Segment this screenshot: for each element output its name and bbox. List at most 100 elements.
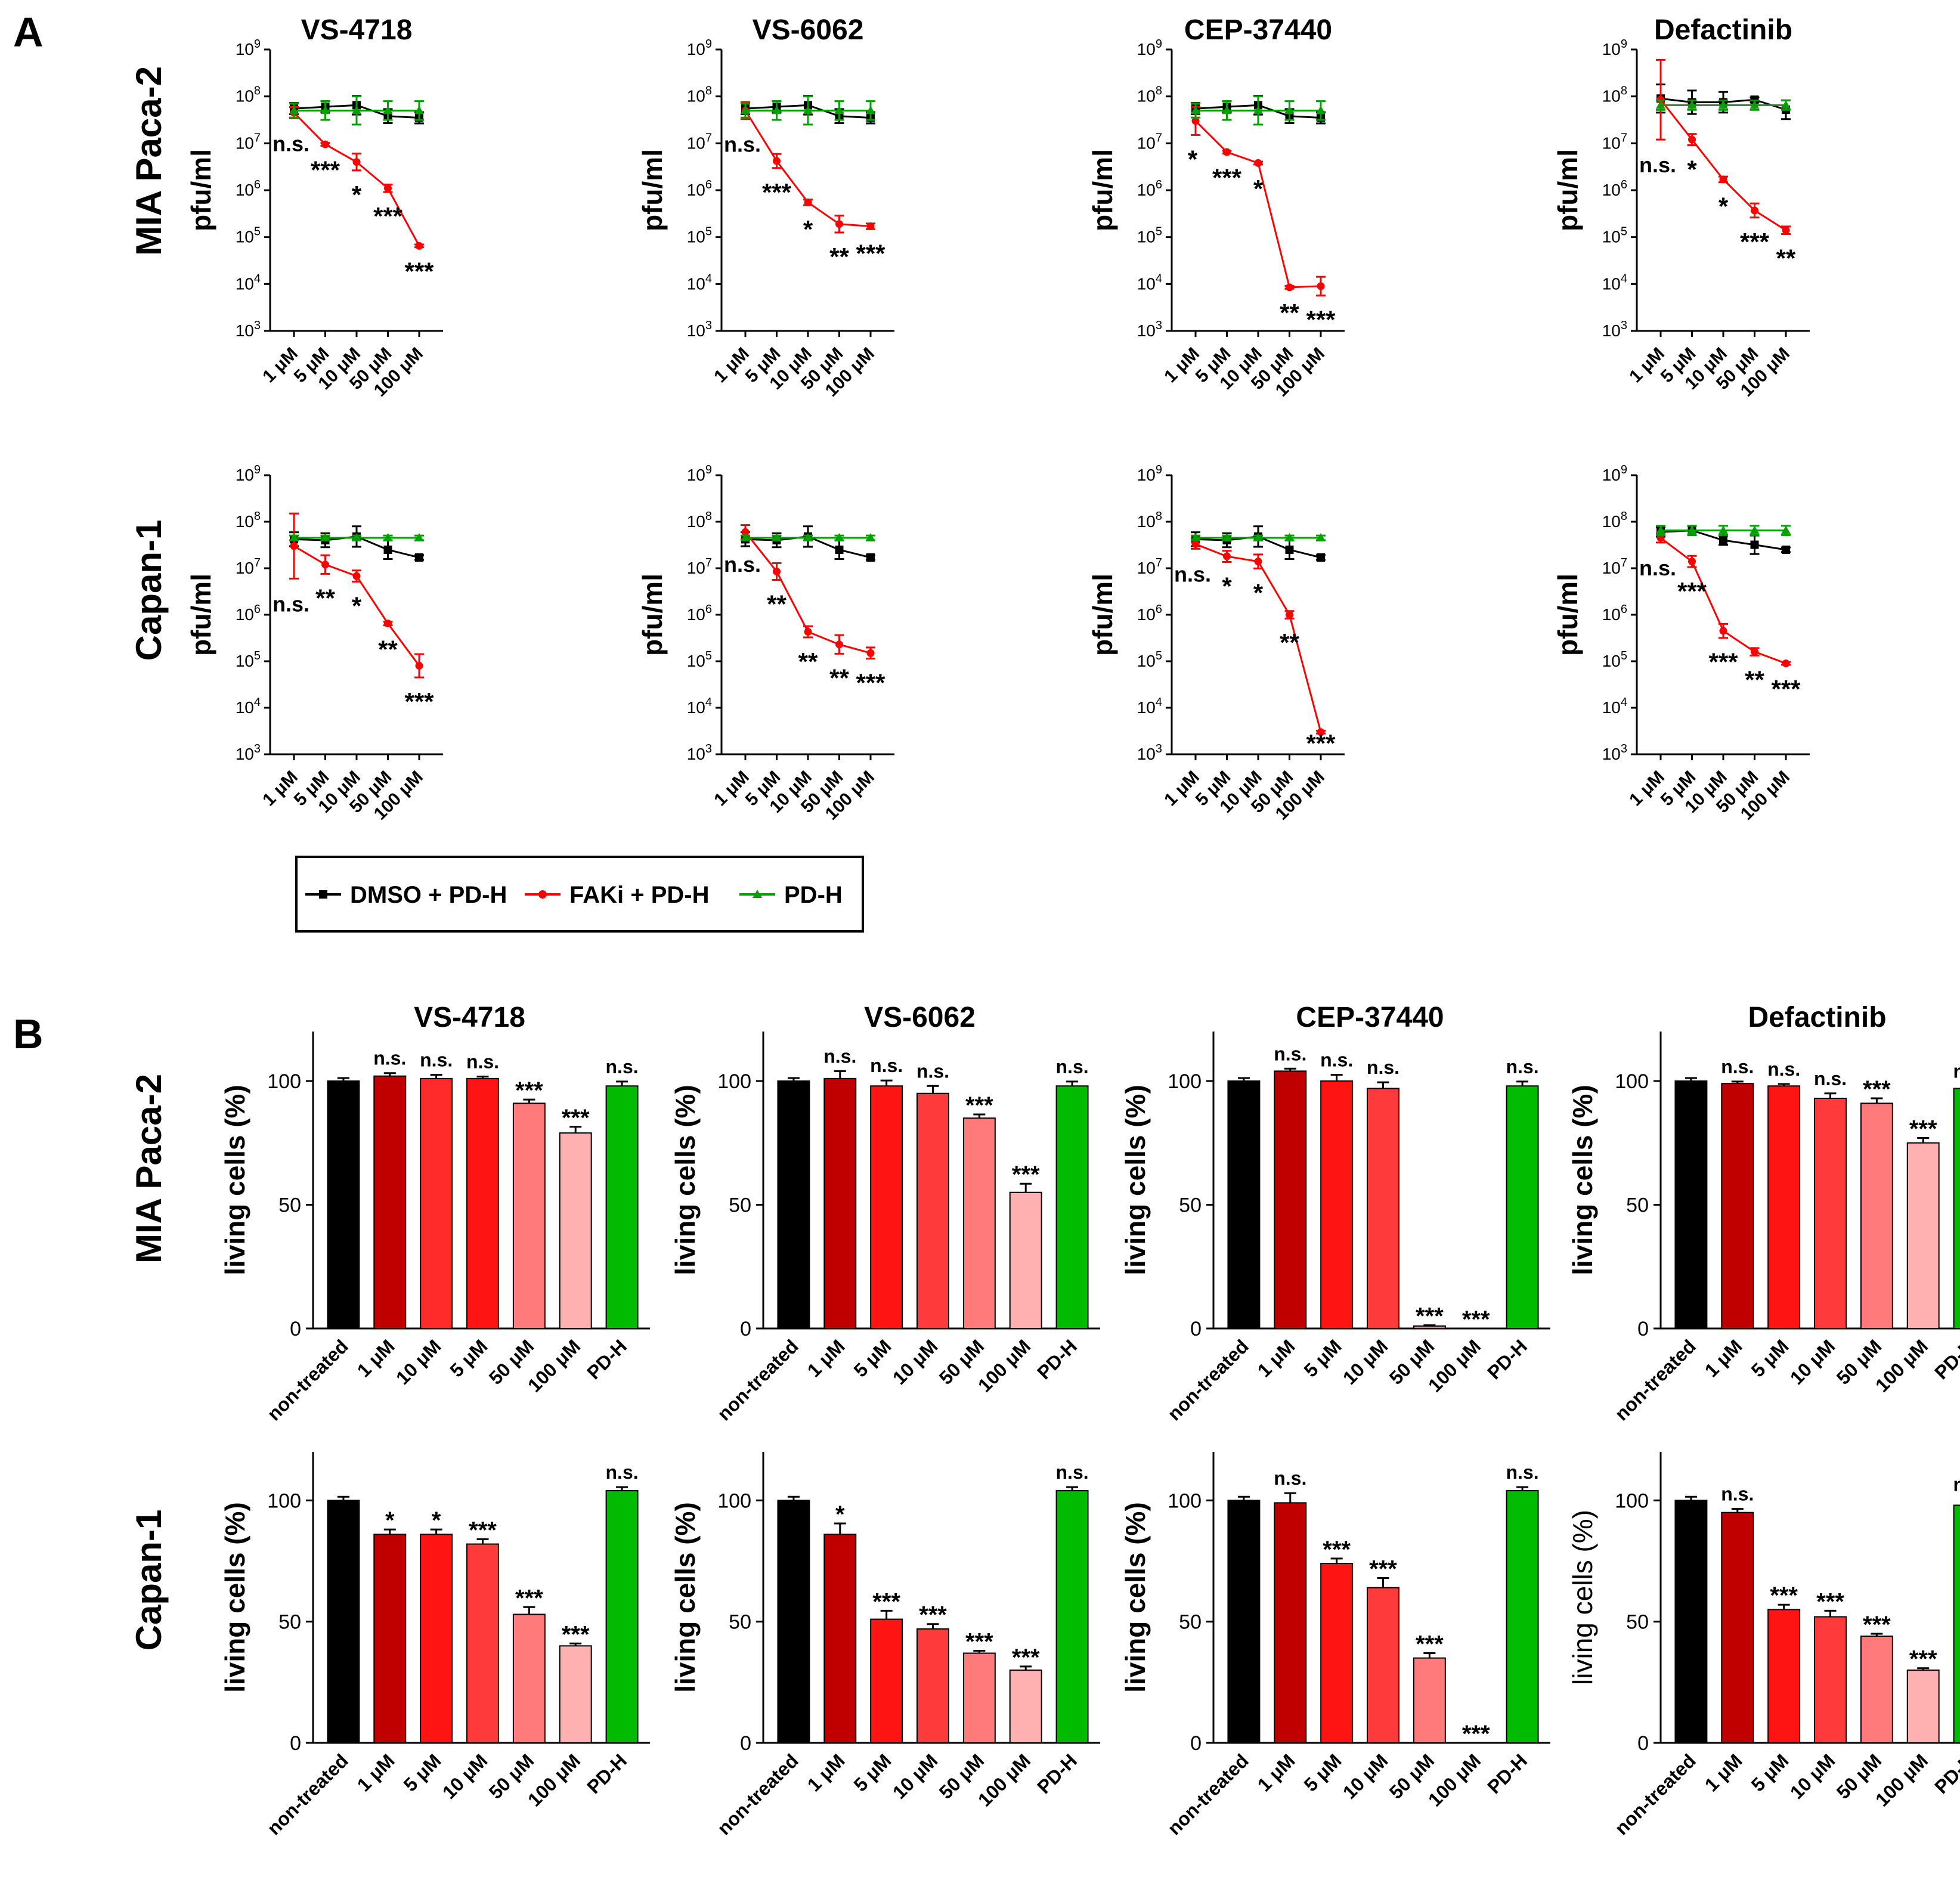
bar <box>466 1077 499 1329</box>
x-tick-label: 10 μM <box>888 1335 942 1389</box>
bar <box>1055 1085 1089 1330</box>
y-tick-label: 105 <box>687 649 712 670</box>
x-tick-label: non-treated <box>1611 1749 1700 1839</box>
data-point <box>1191 106 1200 114</box>
significance-label: n.s. <box>466 1051 499 1073</box>
y-axis-label: pfu/ml <box>185 149 216 231</box>
significance-label: *** <box>1306 729 1336 757</box>
y-tick-label: 0 <box>740 1318 751 1340</box>
significance-label: *** <box>1863 1612 1891 1638</box>
significance-label: n.s. <box>1274 1043 1306 1064</box>
data-point <box>1254 159 1262 167</box>
x-tick-label: PD-H <box>1930 1749 1960 1798</box>
bar <box>420 1077 453 1329</box>
significance-label: *** <box>762 178 792 206</box>
data-point <box>1719 627 1727 635</box>
significance-label: ** <box>1776 244 1796 272</box>
y-axis-label: living cells (%) <box>670 1502 701 1693</box>
x-tick-label: 100 μM <box>1871 1335 1932 1396</box>
series-pd-h <box>1656 525 1791 536</box>
data-point <box>1751 648 1758 656</box>
y-tick-label: 100 <box>267 1489 301 1512</box>
bar-chart-capan-1-cep-37440: living cells (%) 0 50 100 non-treated n.s. 1 μ… <box>1120 1452 1550 1839</box>
data-point <box>1316 106 1326 114</box>
data-point <box>352 533 361 542</box>
x-tick-label: PD-H <box>1930 1335 1960 1383</box>
significance-label: *** <box>404 258 434 286</box>
significance-label: * <box>803 215 813 243</box>
significance-label: n.s. <box>916 1060 949 1082</box>
data-point <box>1750 540 1759 549</box>
x-tick-label: 1 μM <box>1701 1335 1747 1381</box>
bar <box>1506 1490 1539 1743</box>
data-point <box>741 106 750 114</box>
bar <box>1320 1080 1354 1329</box>
data-point <box>1688 558 1696 566</box>
x-tick-label: 1 μM <box>1625 767 1668 810</box>
x-tick-label: 100 μM <box>974 1335 1035 1396</box>
significance-label: *** <box>1323 1537 1351 1563</box>
row-label-mia-paca-2-b: MIA Paca-2 <box>129 1074 169 1263</box>
data-point <box>1719 525 1728 534</box>
bar <box>870 1085 903 1330</box>
significance-label: * <box>352 181 362 209</box>
x-tick-label: 1 μM <box>1160 767 1203 810</box>
y-axis-label: pfu/ml <box>637 149 668 231</box>
series-faki-pd-h <box>289 512 424 679</box>
y-tick-label: 50 <box>729 1611 751 1634</box>
y-tick-label: 107 <box>1137 131 1162 152</box>
chart-title: VS-4718 <box>301 14 413 46</box>
bar <box>1860 1102 1893 1329</box>
y-tick-label: 105 <box>236 649 261 670</box>
bar <box>1814 1616 1847 1744</box>
data-point <box>803 533 813 542</box>
data-point <box>352 106 361 114</box>
series-line <box>1194 120 1321 289</box>
data-point <box>289 106 299 114</box>
significance-label: *** <box>1212 163 1242 191</box>
bar <box>823 1534 857 1743</box>
bar <box>870 1618 903 1744</box>
data-point <box>383 106 393 114</box>
data-point <box>1751 206 1758 215</box>
bar-chart-capan-1-defactinib: living cells (%) 0 50 100 non-treated n.s. 1 μ… <box>1567 1452 1960 1839</box>
bar-chart-mia-paca-2-defactinib: Defactinib living cells (%) 0 50 100 non-trea… <box>1567 1002 1960 1424</box>
data-point <box>1782 545 1790 554</box>
significance-label: *** <box>1012 1162 1040 1188</box>
bar <box>1009 1670 1042 1743</box>
y-axis-label: pfu/ml <box>1552 574 1583 656</box>
y-tick-label: 109 <box>1137 38 1162 58</box>
data-point <box>290 542 298 550</box>
y-axis-label: pfu/ml <box>637 574 668 656</box>
y-tick-label: 0 <box>1637 1318 1649 1340</box>
data-point <box>1750 100 1760 109</box>
significance-label: * <box>1222 572 1232 600</box>
bar-chart-mia-paca-2-vs-4718: VS-4718 living cells (%) 0 50 100 non-treated… <box>219 1002 650 1424</box>
x-tick-label: 10 μM <box>1786 1749 1840 1803</box>
y-tick-label: 106 <box>236 178 261 199</box>
data-point <box>866 222 875 231</box>
significance-label: * <box>1687 156 1697 184</box>
significance-label: n.s. <box>606 1461 639 1483</box>
significance-label: *** <box>1462 1721 1490 1747</box>
series-pd-h <box>1656 100 1791 111</box>
data-point <box>1656 100 1665 109</box>
y-tick-label: 108 <box>1602 85 1627 106</box>
y-tick-label: 107 <box>687 131 712 152</box>
bar <box>605 1085 639 1330</box>
y-axis-label: living cells (%) <box>219 1502 250 1693</box>
legend-label-pdh: PD-H <box>784 882 843 908</box>
data-point <box>1781 525 1791 534</box>
line-chart-mia-paca-2-cep-37440: CEP-37440 pfu/ml 103 104 105 106 107 108 109 1 μM… <box>1087 14 1345 401</box>
x-tick-label: 100 μM <box>1424 1335 1485 1396</box>
bar <box>1906 1670 1940 1743</box>
y-tick-label: 108 <box>687 85 712 106</box>
legend-marker-faki <box>538 890 547 899</box>
data-point <box>1286 283 1293 292</box>
significance-label: ** <box>829 664 849 692</box>
y-tick-label: 103 <box>1137 319 1162 340</box>
series-pd-h <box>741 95 875 126</box>
x-tick-label: 1 μM <box>1253 1749 1299 1795</box>
data-point <box>1191 540 1200 549</box>
